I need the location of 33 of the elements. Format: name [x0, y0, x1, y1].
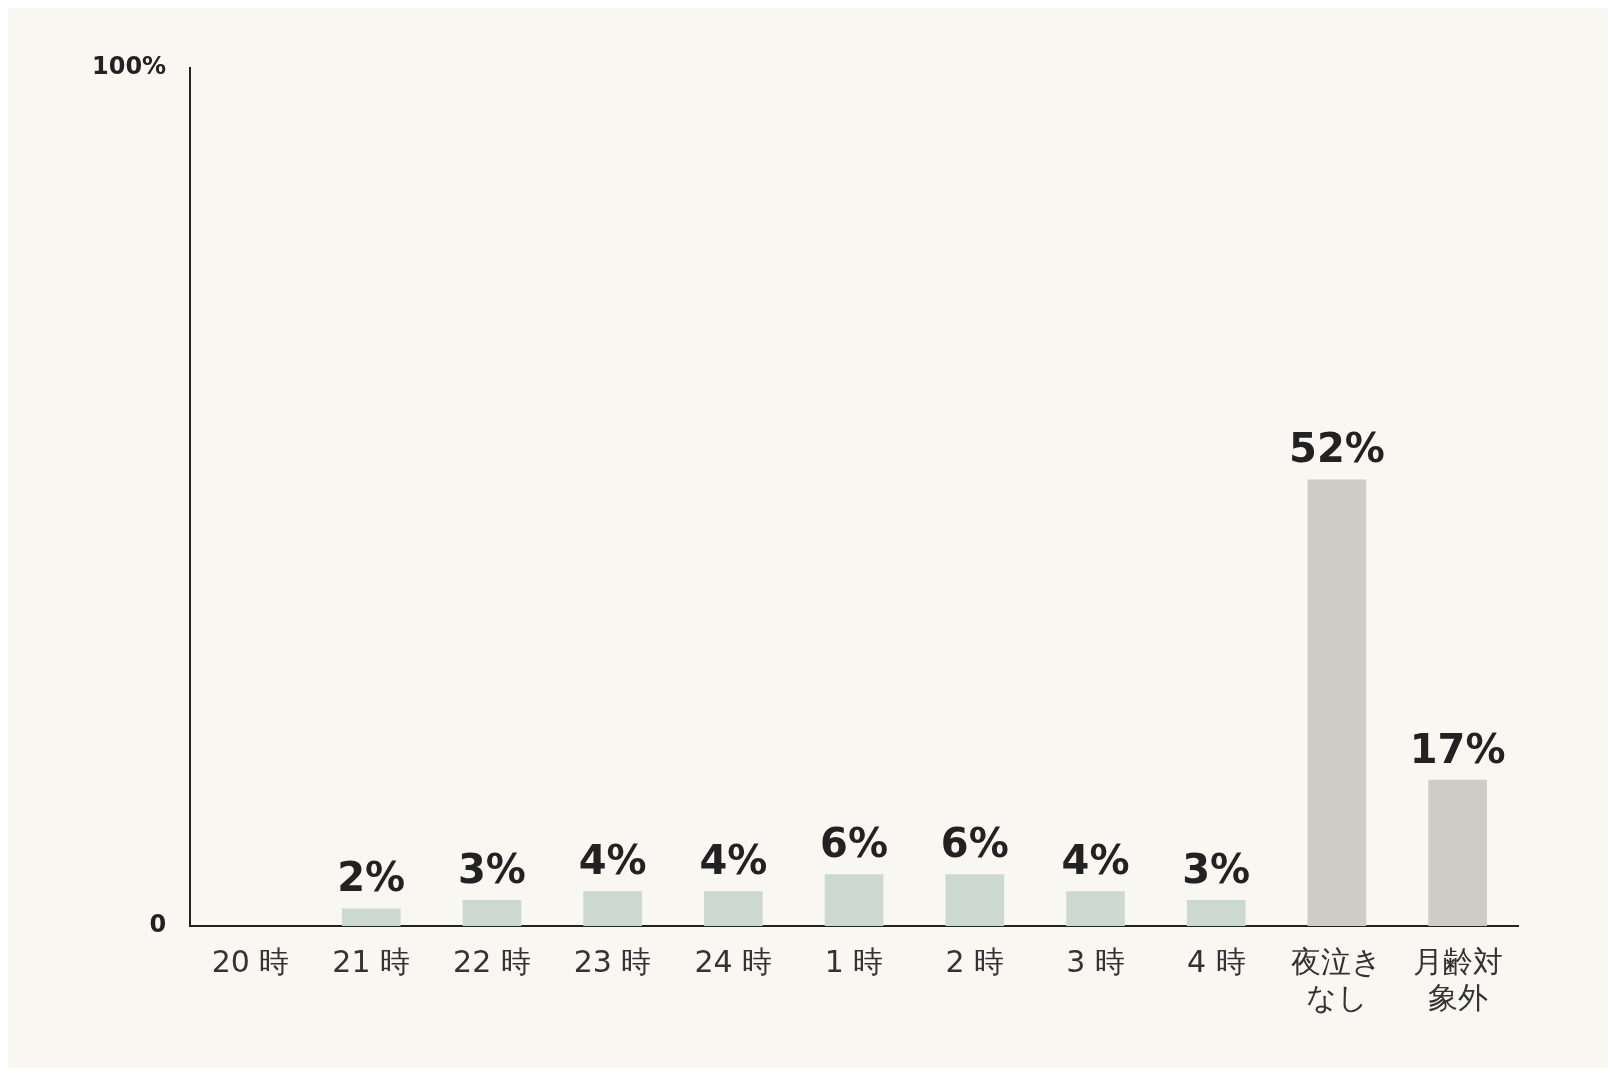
x-tick-label: 4 時	[1186, 943, 1246, 979]
bar	[704, 891, 763, 926]
x-tick-label: 3 時	[1066, 943, 1125, 979]
x-tick-label: 23 時	[573, 943, 652, 979]
bar	[1066, 891, 1125, 926]
bar	[1428, 779, 1487, 926]
bar	[945, 874, 1005, 926]
bar	[1186, 899, 1246, 926]
bar	[583, 891, 642, 926]
data-label: 4%	[1061, 837, 1130, 884]
data-label: 4%	[699, 837, 768, 884]
x-tick-label: 夜泣きなし	[1291, 943, 1383, 1015]
x-tick-label: 1 時	[824, 943, 884, 979]
bar	[462, 899, 522, 926]
x-tick-label: 21 時	[332, 943, 411, 979]
y-tick-label: 0	[149, 910, 167, 939]
y-tick-label: 100%	[91, 52, 167, 81]
data-label: 17%	[1409, 725, 1506, 772]
data-label: 4%	[578, 837, 647, 884]
x-tick-label: 22 時	[453, 943, 531, 979]
bar	[341, 908, 401, 926]
bar	[1307, 479, 1367, 926]
data-label: 2%	[337, 854, 406, 901]
data-label: 3%	[1182, 845, 1251, 892]
x-tick-label: 24 時	[694, 943, 773, 979]
x-tick-label: 月齢対象外	[1412, 943, 1503, 1015]
bar	[824, 874, 884, 926]
data-label: 6%	[940, 819, 1009, 866]
x-tick-label: 20 時	[211, 943, 290, 979]
x-tick-label: 2 時	[945, 943, 1005, 979]
data-label: 52%	[1289, 425, 1385, 472]
data-label: 3%	[457, 845, 526, 892]
data-label: 6%	[820, 819, 889, 866]
